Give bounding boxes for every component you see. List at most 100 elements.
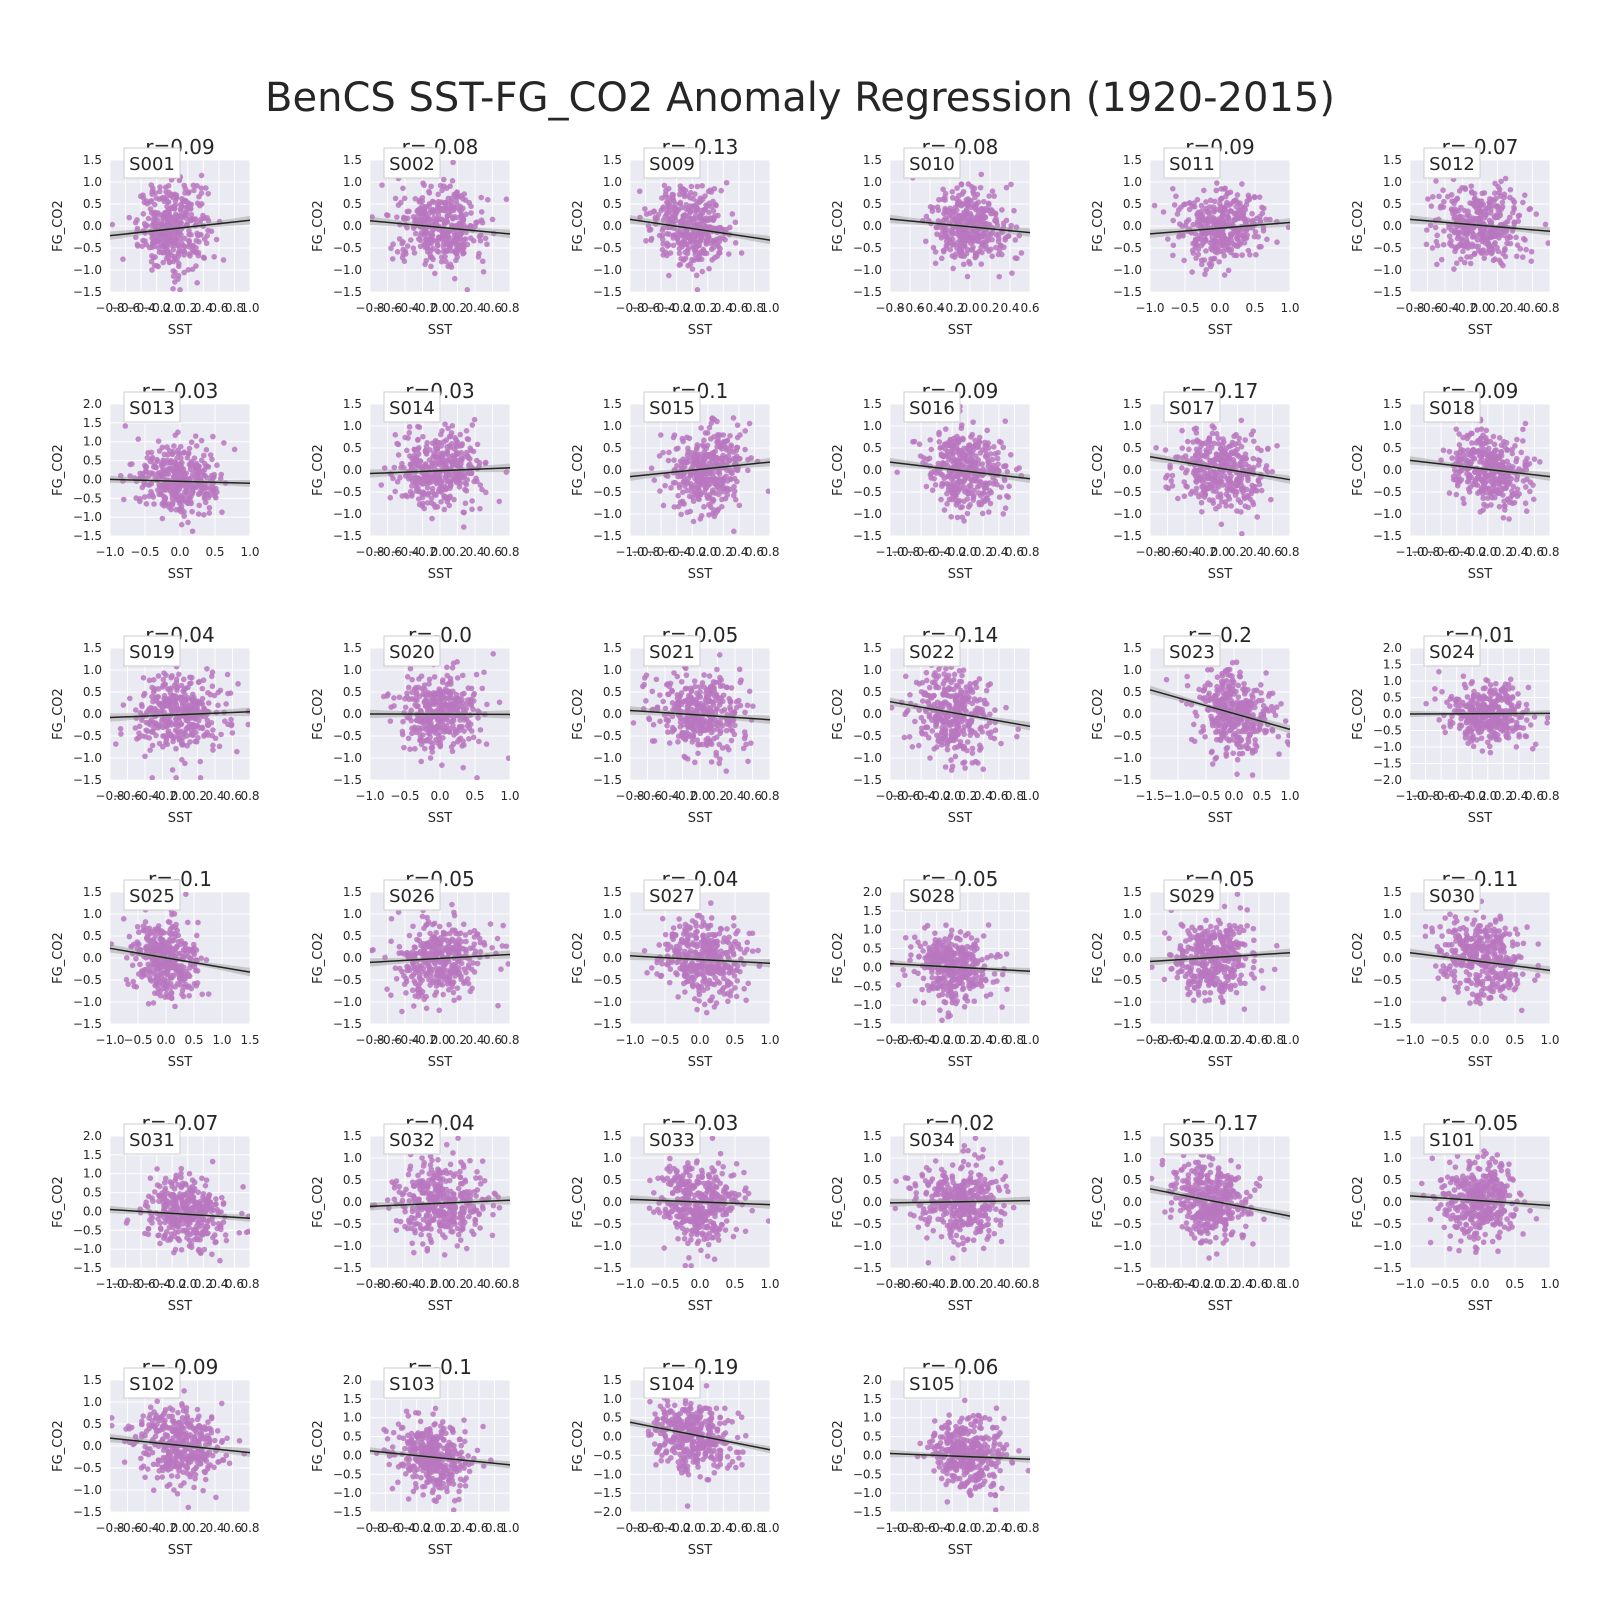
data-point	[955, 218, 962, 224]
panel-s012: −0.8−0.6−0.4−0.20.00.20.40.60.8−1.5−1.0−…	[1351, 135, 1560, 338]
data-point	[1242, 437, 1249, 443]
data-point	[1504, 218, 1511, 225]
data-point	[457, 431, 464, 438]
data-point	[708, 420, 715, 426]
data-point	[745, 467, 751, 474]
x-tick-label: 0.6	[745, 545, 764, 559]
data-point	[443, 217, 450, 223]
data-point	[727, 457, 733, 464]
x-tick-label: 0.5	[1245, 301, 1264, 315]
data-point	[1170, 217, 1177, 224]
data-point	[1211, 255, 1218, 262]
data-point	[1545, 240, 1550, 246]
data-point	[450, 160, 456, 166]
data-point	[1509, 500, 1516, 507]
data-point	[443, 462, 449, 468]
data-point	[1459, 229, 1465, 235]
data-point	[476, 460, 483, 466]
data-point	[451, 496, 457, 503]
data-point	[706, 492, 713, 498]
site-label: S010	[909, 154, 955, 175]
x-tick-label: 0.2	[1488, 301, 1507, 315]
data-point	[683, 229, 690, 235]
data-point	[1181, 257, 1187, 264]
x-tick-label: 0.6	[1020, 301, 1039, 315]
regression-line	[109, 478, 251, 484]
panel-s015: −1.0−0.8−0.6−0.4−0.20.00.20.40.60.8−1.5−…	[571, 379, 780, 582]
data-point	[722, 236, 728, 243]
data-point	[1214, 180, 1220, 186]
data-point	[694, 183, 701, 190]
x-tick-label: −0.6	[895, 301, 924, 315]
data-point	[1258, 447, 1264, 454]
data-point	[1424, 227, 1430, 233]
data-point	[1501, 503, 1508, 509]
data-point	[734, 434, 741, 441]
data-point	[1170, 252, 1176, 259]
data-point	[1171, 202, 1178, 208]
data-point	[379, 182, 385, 188]
data-point	[718, 187, 725, 194]
data-point	[1495, 490, 1502, 497]
data-point	[165, 451, 171, 458]
data-point	[1193, 474, 1200, 481]
data-point	[460, 524, 467, 530]
data-point	[986, 193, 992, 199]
data-point	[422, 203, 429, 210]
data-point	[1222, 499, 1229, 505]
data-point	[982, 222, 989, 229]
data-point	[407, 453, 413, 459]
data-point	[192, 433, 199, 439]
data-point	[152, 243, 158, 250]
data-point	[156, 188, 163, 195]
data-point	[911, 438, 918, 445]
panel-s018: −1.0−0.8−0.6−0.4−0.20.00.20.40.60.8−1.5−…	[1351, 379, 1560, 582]
data-point	[930, 244, 937, 251]
y-tick-label: −1.5	[853, 529, 882, 543]
data-point	[231, 446, 238, 453]
data-point	[1501, 498, 1507, 505]
data-point	[448, 440, 455, 447]
data-point	[1481, 255, 1488, 261]
data-point	[474, 441, 481, 448]
data-point	[1213, 206, 1220, 213]
data-point	[996, 273, 1003, 280]
x-tick-label: −0.2	[1188, 545, 1217, 559]
x-tick-label: −1.0	[95, 545, 124, 559]
x-tick-label: 0.4	[194, 301, 213, 315]
data-point	[1175, 495, 1181, 502]
data-point	[219, 509, 225, 515]
data-point	[1434, 232, 1440, 239]
x-tick-label: −0.4	[390, 545, 419, 559]
regression-line	[109, 219, 251, 237]
data-point	[970, 239, 976, 245]
y-axis-label: FG_CO2	[1091, 200, 1106, 252]
data-point	[1502, 175, 1509, 182]
data-point	[482, 235, 489, 242]
y-tick-label: 1.5	[603, 397, 622, 411]
x-tick-label: −0.8	[355, 301, 384, 315]
data-point	[1228, 246, 1235, 253]
data-point	[948, 513, 954, 520]
data-point	[950, 208, 957, 215]
data-point	[449, 422, 456, 429]
data-point	[1193, 485, 1200, 492]
data-point	[171, 203, 177, 210]
data-point	[932, 249, 939, 255]
data-point	[965, 196, 971, 202]
data-point	[182, 198, 189, 205]
data-point	[435, 212, 442, 218]
data-point	[401, 195, 408, 202]
data-point	[1226, 456, 1233, 462]
data-point	[696, 242, 703, 249]
data-point	[926, 455, 933, 462]
data-point	[1191, 200, 1197, 206]
data-point	[195, 474, 201, 480]
data-point	[1503, 440, 1510, 446]
data-point	[996, 494, 1003, 500]
data-point	[387, 494, 394, 501]
data-point	[992, 210, 999, 217]
data-point	[1203, 218, 1210, 224]
y-tick-label: −1.0	[1373, 507, 1402, 521]
data-point	[660, 449, 666, 456]
